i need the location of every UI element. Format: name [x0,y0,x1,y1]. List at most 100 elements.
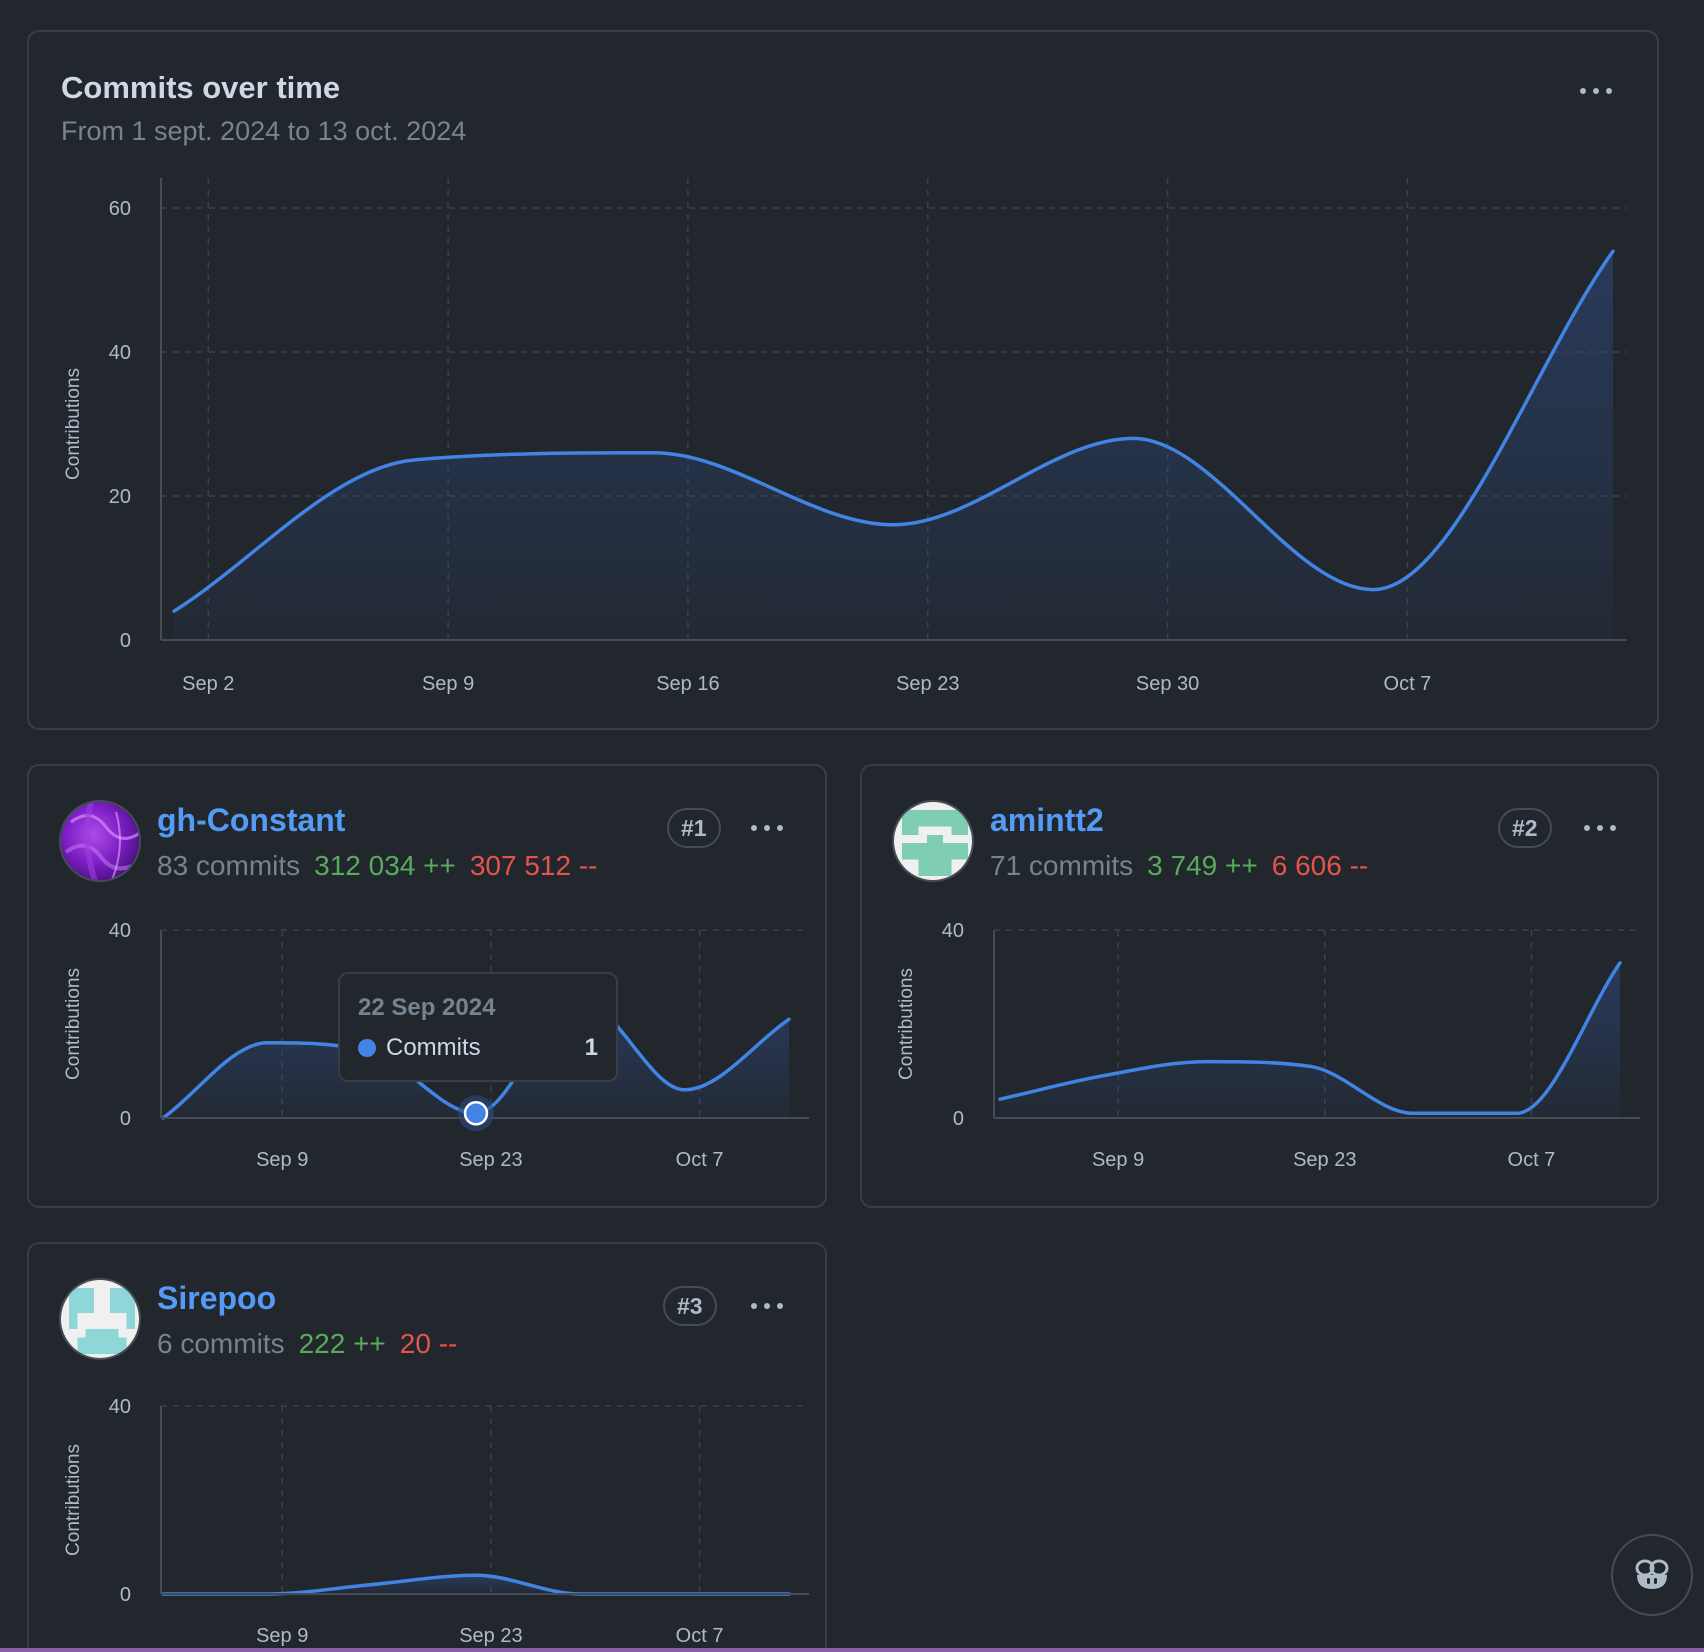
contributor-username-link[interactable]: gh-Constant [157,802,346,838]
data-point [370,1583,374,1587]
kebab-horizontal-icon[interactable] [1576,79,1616,103]
x-tick-label: Sep 23 [1293,1149,1356,1171]
main-commits-chart: 0 20 40 60 Sep 2 Sep 9 Sep 16 Sep 23 Sep 30 Oct 7… [63,178,1627,695]
data-point [683,1088,687,1092]
x-tick-label: Sep 2 [182,673,234,695]
data-point [1308,1064,1312,1068]
date-range-subtitle: From 1 sept. 2024 to 13 oct. 2024 [61,116,467,146]
y-axis-label: Contributions [63,968,84,1080]
contributor-stats: 6 commits 222 ++ 20 -- [157,1328,457,1360]
y-tick-label: 20 [109,486,131,508]
kebab-horizontal-icon[interactable] [747,816,787,840]
tooltip-row: Commits 1 [358,1034,598,1062]
series-area [163,1575,789,1594]
y-tick-label: 40 [109,342,131,364]
contributor-card: amintt2 71 commits 3 749 ++ 6 606 -- #2 0 4… [860,764,1659,1208]
deletions-count: 20 -- [399,1328,458,1359]
data-point [412,458,416,462]
y-tick-label: 40 [109,920,131,942]
contributor-stats: 83 commits 312 034 ++ 307 512 -- [157,850,598,882]
x-tick-label: Sep 9 [256,1625,308,1647]
data-point [1101,1074,1105,1078]
y-tick-label: 40 [109,1396,131,1418]
x-tick-label: Oct 7 [1508,1149,1556,1171]
avatar[interactable] [59,1278,141,1360]
data-point [1411,1111,1415,1115]
tooltip-value: 1 [584,1034,598,1061]
y-axis-label: Contributions [896,968,917,1080]
chart-title: Commits over time [61,70,341,105]
green-identicon-avatar-icon [894,802,972,880]
commit-count: 71 commits [990,850,1134,881]
series-area [163,1000,789,1118]
data-point [1131,436,1135,440]
x-tick-label: Sep 30 [1136,673,1199,695]
rank-badge: #2 [1498,808,1552,848]
contributor-card: Sirepoo 6 commits 222 ++ 20 -- #3 0 40 Sep 9… [27,1242,827,1652]
y-tick-label: 0 [120,1584,131,1606]
series-dot-icon [358,1039,376,1057]
x-tick-label: Sep 23 [459,1625,522,1647]
data-point [1515,1111,1519,1115]
x-tick-label: Oct 7 [676,1149,724,1171]
commits-over-time-card: Commits over time From 1 sept. 2024 to 1… [27,30,1659,730]
commit-count: 6 commits [157,1328,285,1359]
data-point [998,1097,1002,1101]
contributor-card: gh-Constant 83 commits 312 034 ++ 307 512 … [27,764,827,1208]
avatar[interactable] [59,800,141,882]
deletions-count: 307 512 -- [469,850,598,881]
data-point [1205,1060,1209,1064]
x-tick-label: Sep 16 [656,673,719,695]
y-tick-label: 0 [120,630,131,652]
x-tick-label: Sep 9 [422,673,474,695]
data-point [652,451,656,455]
y-axis-label: Contributions [63,1444,84,1556]
data-point [1371,588,1375,592]
y-tick-label: 0 [953,1108,964,1130]
contributor-username-link[interactable]: amintt2 [990,802,1104,838]
additions-count: 3 749 ++ [1147,850,1258,881]
data-point [172,609,176,613]
rank-badge: #3 [663,1286,717,1326]
avatar[interactable] [892,800,974,882]
tooltip-series-label: Commits [386,1034,481,1061]
x-tick-label: Oct 7 [1384,673,1432,695]
contributor-commits-chart: 0 40 Sep 9 Sep 23 Oct 7 Contributions [63,1396,809,1647]
y-tick-label: 60 [109,198,131,220]
data-point [1611,249,1615,253]
data-point [1618,961,1622,965]
data-point [787,1017,791,1021]
contributor-username-link[interactable]: Sirepoo [157,1280,277,1316]
chart-tooltip: 22 Sep 2024 Commits 1 [338,972,618,1082]
contributor-stats: 71 commits 3 749 ++ 6 606 -- [990,850,1368,882]
hover-point [463,1101,489,1126]
x-tick-label: Sep 23 [896,673,959,695]
purple-marble-avatar-icon [61,802,139,880]
series-line [172,249,1615,613]
x-tick-label: Sep 23 [459,1149,522,1171]
bottom-edge-strip [0,1648,1704,1652]
tooltip-date: 22 Sep 2024 [358,994,496,1021]
x-tick-label: Oct 7 [676,1625,724,1647]
additions-count: 222 ++ [298,1328,386,1359]
contributor-commits-chart: 0 40 Sep 9 Sep 23 Oct 7 Contributions [896,920,1640,1171]
kebab-horizontal-icon[interactable] [1580,816,1620,840]
cyan-identicon-avatar-icon [61,1280,139,1358]
copilot-button[interactable] [1611,1534,1693,1616]
copilot-icon [1635,1559,1669,1589]
x-tick-label: Sep 9 [256,1149,308,1171]
series-area [174,251,1613,640]
kebab-horizontal-icon[interactable] [747,1294,787,1318]
x-tick-label: Sep 9 [1092,1149,1144,1171]
additions-count: 312 034 ++ [314,850,456,881]
data-point [474,1573,478,1577]
deletions-count: 6 606 -- [1271,850,1369,881]
data-point [265,1041,269,1045]
data-point [892,523,896,527]
contributor-commits-chart: 0 40 Sep 9 Sep 23 Oct 7 Contributions [63,920,809,1171]
series-area [1000,962,1620,1118]
rank-badge: #1 [667,808,721,848]
y-axis-label: Contributions [63,368,84,480]
series-line [998,961,1622,1116]
commit-count: 83 commits [157,850,301,881]
